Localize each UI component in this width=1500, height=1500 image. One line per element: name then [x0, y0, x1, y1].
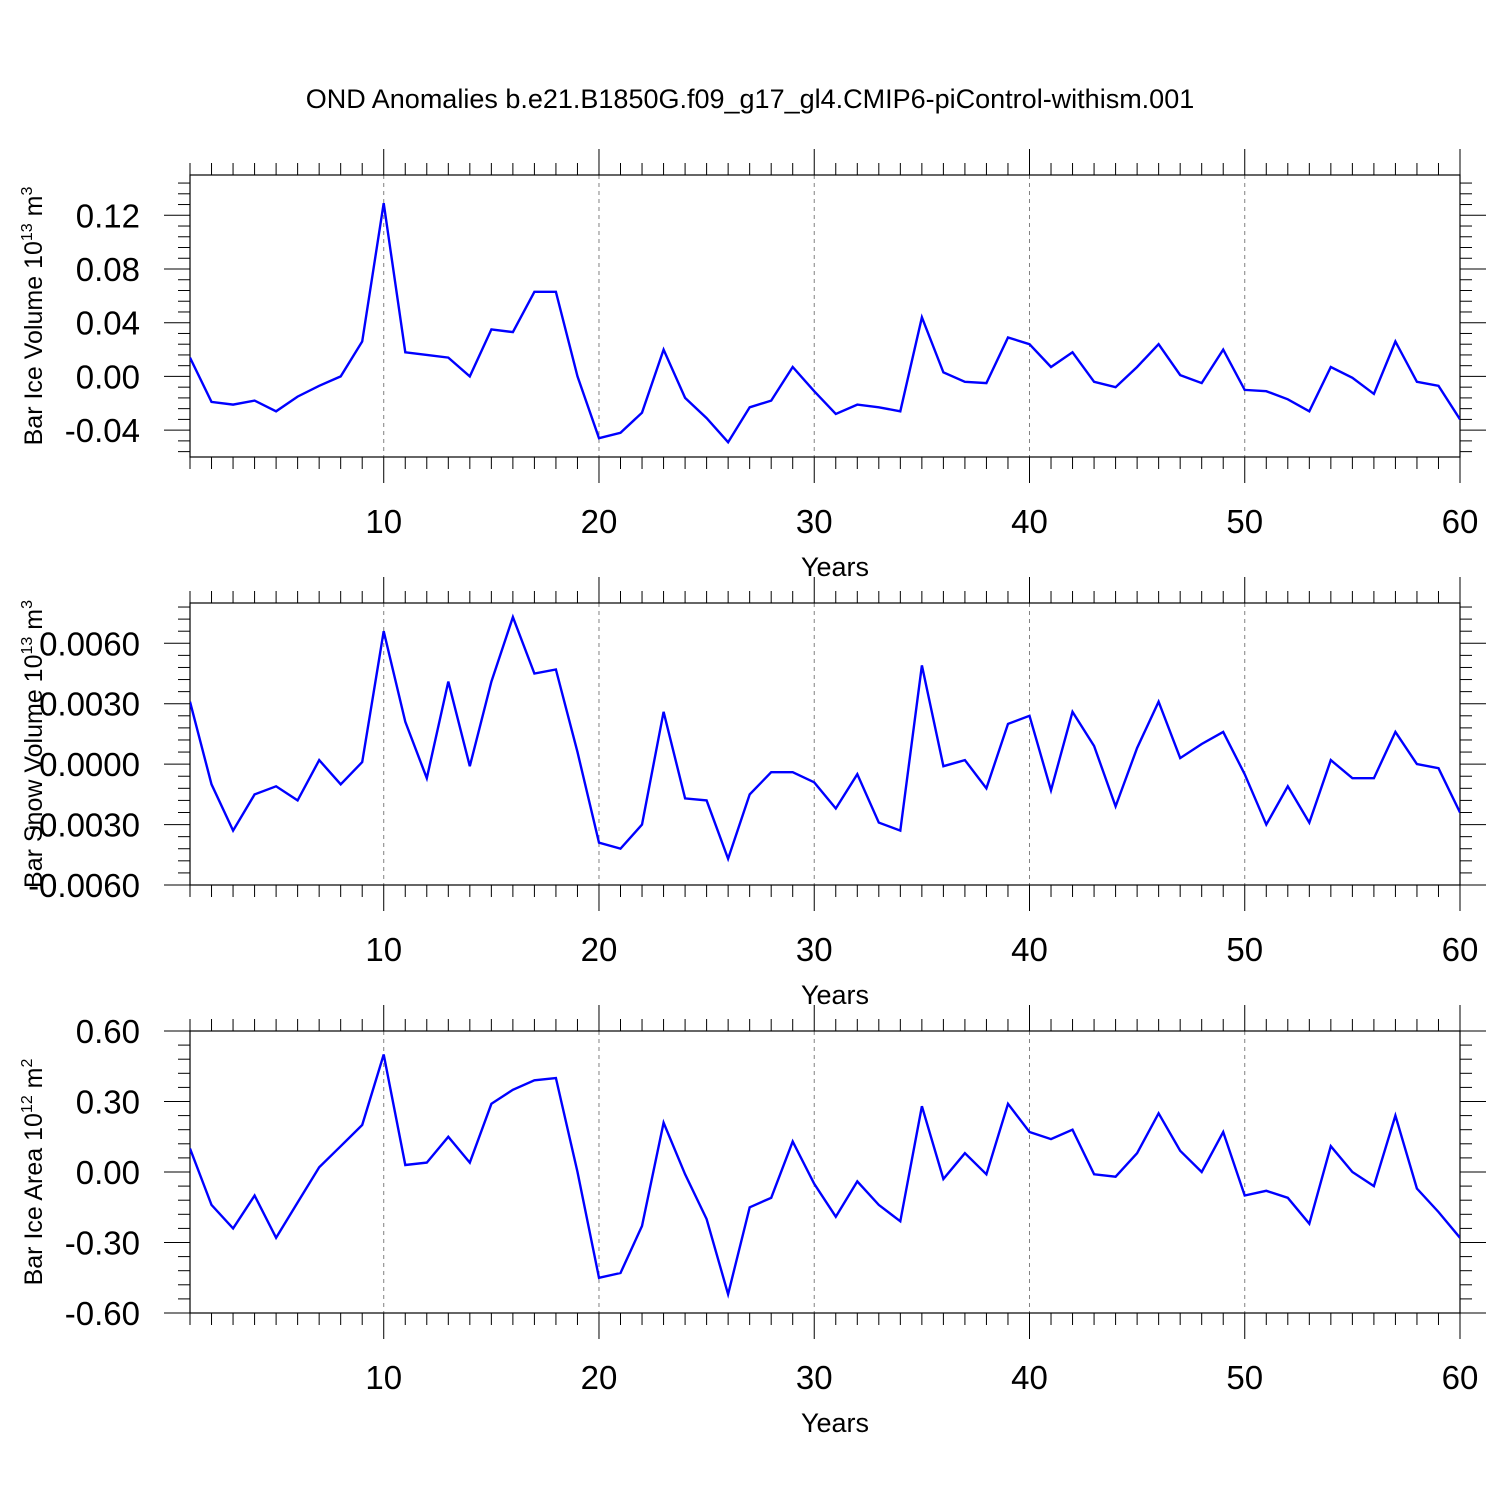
x-axis-label: Years	[801, 552, 869, 582]
series-line	[190, 613, 1460, 863]
x-tick-label: 60	[1442, 931, 1479, 968]
panel-snow-volume: 10 20 30 40 50 60 Years -0.0060 -0.0030 0.0000 0.0…	[19, 577, 1486, 1010]
x-tick-label: 10	[365, 503, 402, 540]
x-tick-label: 10	[365, 931, 402, 968]
x-tick-label: 40	[1011, 931, 1048, 968]
x-tick-label: 10	[365, 1359, 402, 1396]
panel-ice-area: 10 20 30 40 50 60 Years -0.60 -0.30 0.00 0.30 0.60 B…	[19, 1005, 1486, 1438]
y-tick-label: 0.12	[76, 197, 140, 234]
x-tick-label: 60	[1442, 503, 1479, 540]
chart-title: OND Anomalies b.e21.B1850G.f09_g17_gl4.C…	[305, 84, 1195, 114]
y-tick-label: 0.0060	[39, 625, 140, 662]
x-tick-label: 30	[796, 931, 833, 968]
x-tick-label: 50	[1226, 503, 1263, 540]
x-tick-label: 20	[581, 1359, 618, 1396]
x-tick-label: 40	[1011, 503, 1048, 540]
plot-frame	[189, 1030, 1461, 1314]
y-tick-label: -0.30	[65, 1225, 140, 1262]
y-tick-label: 0.0000	[39, 746, 140, 783]
plot-frame	[189, 602, 1461, 886]
series-line	[190, 203, 1460, 445]
panel-ice-volume: 10 20 30 40 50 60 Years -0.04 0.00 0.04 0.08 0.12 Ba…	[19, 149, 1486, 582]
x-tick-label: 40	[1011, 1359, 1048, 1396]
y-axis-label: Bar Ice Volume 1013 m3	[19, 187, 48, 446]
y-axis-label: Bar Ice Area 1012 m2	[19, 1059, 48, 1286]
y-tick-label: 0.00	[76, 358, 140, 395]
x-tick-label: 30	[796, 503, 833, 540]
y-tick-label: 0.0030	[39, 686, 140, 723]
x-axis-label: Years	[801, 980, 869, 1010]
x-tick-label: 60	[1442, 1359, 1479, 1396]
y-axis-label: Bar Snow Volume 1013 m3	[19, 600, 48, 888]
y-tick-label: 0.08	[76, 251, 140, 288]
plot-frame	[189, 174, 1461, 458]
series-line	[190, 1054, 1460, 1299]
x-tick-label: 20	[581, 931, 618, 968]
y-tick-label: 0.30	[76, 1084, 140, 1121]
x-tick-label: 20	[581, 503, 618, 540]
y-tick-label: -0.60	[65, 1295, 140, 1332]
y-tick-label: 0.04	[76, 305, 140, 342]
y-tick-label: -0.04	[65, 412, 140, 449]
y-tick-label: -0.0030	[28, 807, 140, 844]
y-tick-label: -0.0060	[28, 867, 140, 904]
y-tick-label: 0.60	[76, 1013, 140, 1050]
x-tick-label: 50	[1226, 1359, 1263, 1396]
x-axis-label: Years	[801, 1408, 869, 1438]
x-tick-label: 30	[796, 1359, 833, 1396]
x-tick-label: 50	[1226, 931, 1263, 968]
y-tick-label: 0.00	[76, 1154, 140, 1191]
